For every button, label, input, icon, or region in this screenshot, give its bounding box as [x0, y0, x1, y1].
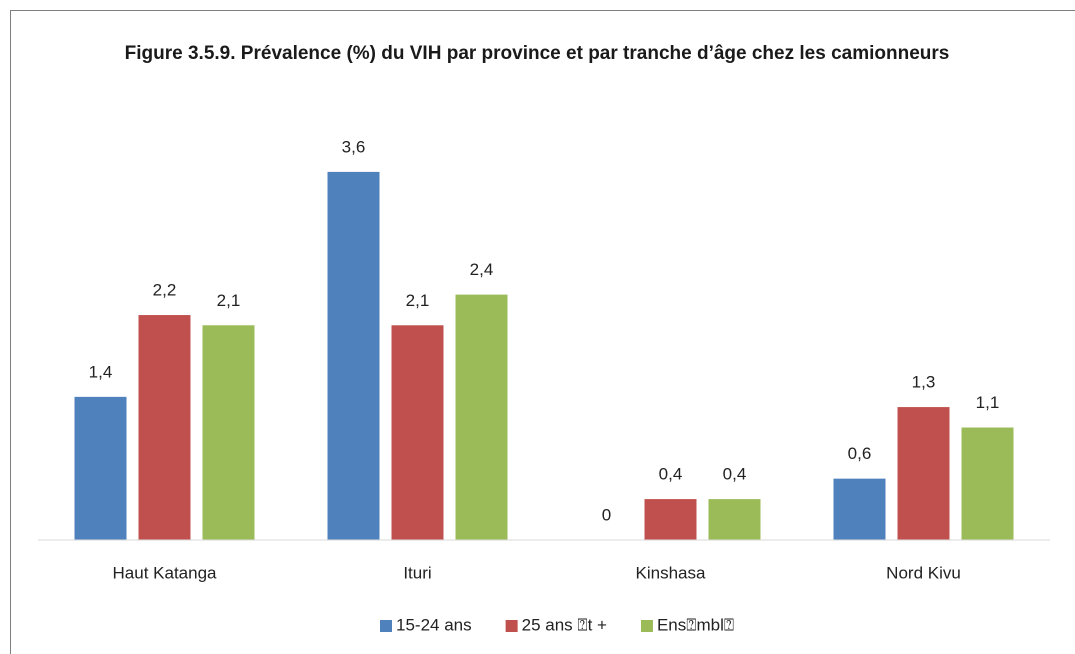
data-label: 2,2: [153, 281, 177, 300]
bar: [897, 407, 950, 540]
chart-title: Figure 3.5.9. Prévalence (%) du VIH par …: [124, 43, 950, 64]
data-label: 2,4: [470, 260, 494, 279]
bar: [74, 396, 127, 540]
bar: [455, 294, 508, 540]
bar: [202, 325, 255, 540]
data-label: 1,4: [89, 362, 113, 381]
bar: [138, 315, 191, 540]
legend-label: 25 ans ⍰t +: [522, 615, 607, 634]
data-label: 0,4: [723, 465, 747, 484]
data-label: 0: [602, 505, 611, 524]
legend-swatch: [380, 620, 392, 632]
bar: [327, 171, 380, 540]
data-label: 3,6: [342, 137, 366, 156]
bar: [644, 499, 697, 540]
x-tick-label: Haut Katanga: [113, 563, 218, 582]
data-label: 1,1: [976, 393, 1000, 412]
bar: [833, 478, 886, 540]
legend-label: Ens⍰mbl⍰: [657, 615, 734, 634]
data-label: 0,4: [659, 465, 683, 484]
data-label: 1,3: [912, 373, 936, 392]
bar: [391, 325, 444, 540]
legend-swatch: [640, 620, 653, 632]
bar: [961, 427, 1014, 540]
legend-swatch: [505, 620, 518, 632]
data-label: 0,6: [848, 444, 872, 463]
chart-border: [10, 10, 1075, 654]
bar: [708, 499, 761, 540]
legend-label: 15-24 ans: [396, 615, 472, 634]
x-tick-label: Nord Kivu: [886, 563, 961, 582]
x-tick-label: Ituri: [403, 563, 431, 582]
x-tick-label: Kinshasa: [636, 563, 706, 582]
data-label: 2,1: [217, 291, 241, 310]
data-label: 2,1: [406, 291, 430, 310]
